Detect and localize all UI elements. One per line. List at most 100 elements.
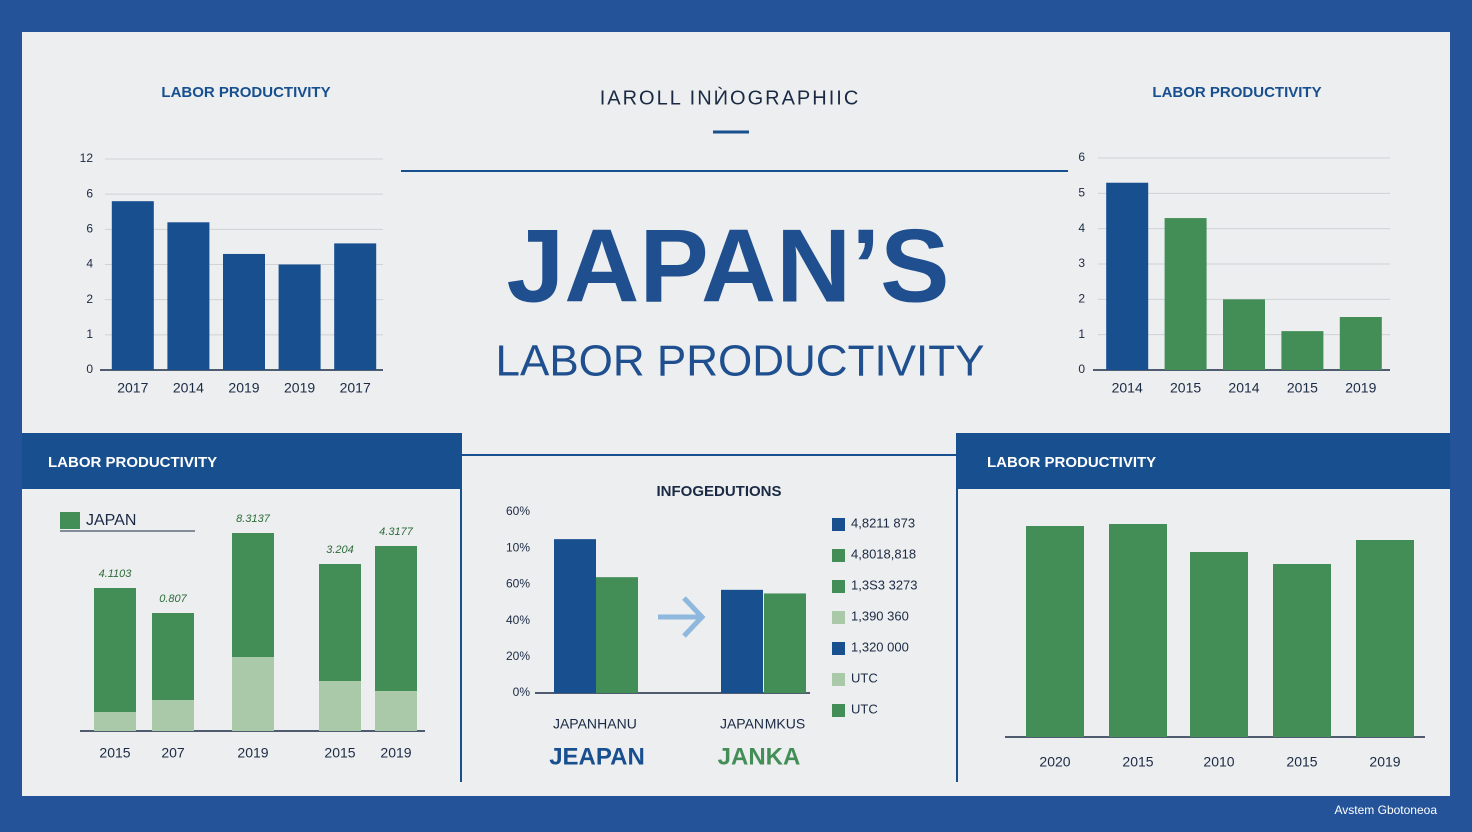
- bar: [596, 577, 638, 693]
- y-tick-label: 0: [86, 362, 93, 376]
- y-tick-label: 0: [1078, 362, 1085, 376]
- arrow: [658, 596, 706, 638]
- bar-segment: [94, 588, 136, 712]
- legend-label: 1,390 360: [851, 608, 909, 623]
- main-subtitle: LABOR PRODUCTIVITY: [496, 337, 985, 386]
- y-tick-label: 20%: [506, 649, 530, 663]
- bar-annotation: 4.3177: [379, 526, 414, 538]
- legend-swatch: [832, 673, 845, 686]
- x-tick-label: 2019: [228, 380, 259, 396]
- bar-segment: [375, 546, 417, 691]
- x-tick-label: 2019: [1345, 380, 1376, 396]
- bar-segment: [152, 700, 194, 731]
- bar: [167, 222, 210, 370]
- x-tick-label: 2015: [1287, 380, 1318, 396]
- bar-annotation: 8.3137: [236, 513, 271, 525]
- bar: [1164, 218, 1207, 370]
- x-tick-label: MKUS: [765, 716, 805, 732]
- credit: Avstem Gbotoneoa: [1334, 803, 1437, 817]
- chart-title: INFOGEDUTIONS: [656, 483, 781, 500]
- bar: [1026, 526, 1084, 737]
- legend-swatch: [832, 642, 845, 655]
- x-tick-label: HANU: [597, 716, 637, 732]
- bar: [1356, 540, 1414, 737]
- footer-label: JANKA: [718, 743, 801, 770]
- bar: [1273, 564, 1331, 737]
- y-tick-label: 3: [1078, 256, 1085, 270]
- y-tick-label: 2: [86, 292, 93, 306]
- x-tick-label: 2014: [1228, 380, 1259, 396]
- bar-segment: [94, 712, 136, 731]
- legend-label: UTC: [851, 670, 878, 685]
- x-tick-label: 2015: [324, 745, 355, 761]
- legend-label: JAPAN: [86, 512, 136, 529]
- legend-label: 1,3S3 3273: [851, 577, 918, 592]
- x-tick-label: 2015: [99, 745, 130, 761]
- bar: [1281, 331, 1324, 370]
- x-tick-label: 2014: [173, 380, 204, 396]
- x-tick-label: 2017: [340, 380, 371, 396]
- y-tick-label: 1: [86, 327, 93, 341]
- bar: [554, 539, 596, 693]
- bar-annotation: 4.1103: [99, 568, 133, 580]
- panel-header-left: [22, 433, 461, 489]
- bar-annotation: 0.807: [159, 593, 187, 605]
- x-tick-label: 2015: [1122, 754, 1153, 770]
- legend-swatch: [832, 549, 845, 562]
- bar-segment: [319, 681, 361, 731]
- legend-swatch: [832, 580, 845, 593]
- x-tick-label: JAPAN: [720, 716, 764, 732]
- chart-title: LABOR PRODUCTIVITY: [987, 454, 1156, 471]
- x-tick-label: 2015: [1170, 380, 1201, 396]
- main-title: JAPAN’S: [506, 208, 949, 324]
- x-tick-label: 2014: [1112, 380, 1143, 396]
- bar: [764, 593, 806, 693]
- bar-annotation: 3.204: [326, 544, 354, 556]
- legend-swatch: [832, 704, 845, 717]
- x-tick-label: 2015: [1286, 754, 1317, 770]
- y-tick-label: 12: [80, 151, 94, 165]
- y-tick-label: 10%: [506, 540, 530, 554]
- y-tick-label: 4: [1078, 221, 1085, 235]
- legend-label: 1,320 000: [851, 639, 909, 654]
- x-tick-label: 2020: [1039, 754, 1070, 770]
- bar: [334, 243, 377, 370]
- chart-title: LABOR PRODUCTIVITY: [48, 454, 217, 471]
- bar-segment: [232, 657, 274, 731]
- x-tick-label: 2019: [380, 745, 411, 761]
- y-tick-label: 0%: [513, 685, 531, 699]
- legend-swatch: [832, 518, 845, 531]
- bar: [278, 264, 321, 370]
- y-tick-label: 5: [1078, 186, 1085, 200]
- y-tick-label: 6: [86, 222, 93, 236]
- y-tick-label: 2: [1078, 292, 1085, 306]
- legend-label: UTC: [851, 701, 878, 716]
- bar: [721, 589, 763, 693]
- bar-segment: [319, 564, 361, 681]
- legend-label: 4,8211 873: [851, 515, 915, 530]
- bar: [1339, 317, 1382, 370]
- y-tick-label: 1: [1078, 327, 1085, 341]
- y-tick-label: 6: [1078, 150, 1085, 164]
- x-tick-label: JAPAN: [553, 716, 597, 732]
- chart-title: LABOR PRODUCTIVITY: [161, 84, 330, 101]
- x-tick-label: 2019: [1369, 754, 1400, 770]
- bar: [1106, 182, 1149, 370]
- chart-title: LABOR PRODUCTIVITY: [1152, 84, 1321, 101]
- legend-swatch: [60, 512, 80, 529]
- bar: [223, 253, 265, 370]
- x-tick-label: 2019: [284, 380, 315, 396]
- legend-label: 4,8018,818: [851, 546, 916, 561]
- bar: [1109, 524, 1167, 737]
- panel-header-right: [958, 433, 1450, 489]
- y-tick-label: 60%: [506, 577, 530, 591]
- bar-segment: [152, 613, 194, 700]
- x-tick-label: 2017: [117, 380, 148, 396]
- y-tick-label: 60%: [506, 504, 530, 518]
- bar: [111, 201, 154, 370]
- bar: [1223, 299, 1265, 370]
- x-tick-label: 2019: [237, 745, 268, 761]
- legend-swatch: [832, 611, 845, 624]
- bar-segment: [232, 533, 274, 657]
